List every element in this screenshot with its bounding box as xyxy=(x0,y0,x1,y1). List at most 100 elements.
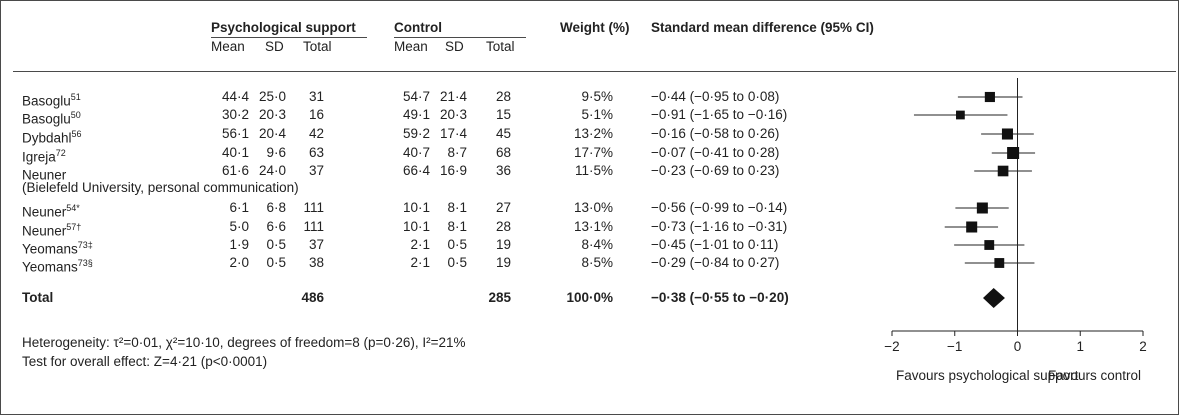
cell-m1: 5·0 xyxy=(229,219,249,234)
cell-sd2: 21·4 xyxy=(439,89,467,104)
cell-n1: 37 xyxy=(308,163,324,178)
cell-n1: 111 xyxy=(303,219,324,234)
cell-m2: 54·7 xyxy=(402,89,430,104)
subheader-total-1: Total xyxy=(303,39,332,54)
study-name: Neuner xyxy=(22,163,66,184)
cell-m1: 44·4 xyxy=(221,89,249,104)
cell-m2: 49·1 xyxy=(402,107,430,122)
cell-sd2: 8·7 xyxy=(447,145,467,160)
study-reference: 51 xyxy=(70,92,81,102)
cell-n2: 28 xyxy=(495,219,511,234)
subheader-sd-2: SD xyxy=(445,39,464,54)
cell-m2: 59·2 xyxy=(402,126,430,141)
cell-sd1: 0·5 xyxy=(266,255,286,270)
cell-n1: 37 xyxy=(308,237,324,252)
cell-m2: 10·1 xyxy=(402,200,430,215)
subheader-total-2: Total xyxy=(486,39,515,54)
cell-sd2: 8·1 xyxy=(447,200,467,215)
study-reference: 73‡ xyxy=(77,240,93,250)
cell-ci: −0·45 (−1·01 to 0·11) xyxy=(651,237,779,252)
cell-m2: 10·1 xyxy=(402,219,430,234)
cell-m1: 56·1 xyxy=(221,126,249,141)
header-smd: Standard mean difference (95% CI) xyxy=(651,20,874,35)
cell-sd1: 20·3 xyxy=(258,107,286,122)
cell-ci: −0·07 (−0·41 to 0·28) xyxy=(651,145,780,160)
point-estimate-square xyxy=(966,221,978,233)
study-name: Neuner54* xyxy=(22,200,80,221)
cell-w: 11·5% xyxy=(574,163,613,178)
cell-w: 13·2% xyxy=(573,126,613,141)
cell-n2: 27 xyxy=(495,200,511,215)
study-reference: 54* xyxy=(66,203,80,213)
cell-n1: 63 xyxy=(308,145,324,160)
subheader-sd-1: SD xyxy=(265,39,284,54)
study-label: Dybdahl xyxy=(22,130,72,146)
point-estimate-square xyxy=(1007,147,1020,159)
cell-m1: 40·1 xyxy=(221,145,249,160)
study-name: Basoglu50 xyxy=(22,107,81,128)
cell-n1: 16 xyxy=(308,107,324,122)
cell-ci: −0·29 (−0·84 to 0·27) xyxy=(651,255,780,270)
cell-sd2: 8·1 xyxy=(447,219,467,234)
x-tick-label: −2 xyxy=(884,339,899,354)
cell-sd1: 24·0 xyxy=(258,163,286,178)
x-tick-label: 1 xyxy=(1076,339,1084,354)
study-name: Basoglu51 xyxy=(22,89,81,110)
study-label: Basoglu xyxy=(22,93,71,109)
point-estimate-square xyxy=(956,110,965,120)
study-reference: 73§ xyxy=(77,258,93,268)
study-reference: 50 xyxy=(70,110,81,120)
cell-sd2: 0·5 xyxy=(447,255,467,270)
point-estimate-square xyxy=(984,240,995,250)
cell-sd1: 6·6 xyxy=(266,219,286,234)
point-estimate-square xyxy=(984,91,995,103)
cell-ci: −0·23 (−0·69 to 0·23) xyxy=(651,163,780,178)
cell-n1: 38 xyxy=(308,255,324,270)
cell-w: 17·7% xyxy=(573,145,613,160)
cell-ci: −0·73 (−1·16 to −0·31) xyxy=(651,219,788,234)
cell-sd1: 6·8 xyxy=(266,200,286,215)
cell-n2: 28 xyxy=(495,89,511,104)
pooled-diamond xyxy=(982,288,1005,308)
study-reference: 72 xyxy=(55,148,66,158)
cell-sd2: 0·5 xyxy=(447,237,467,252)
cell-sd1: 0·5 xyxy=(266,237,286,252)
cell-m2: 2·1 xyxy=(410,237,430,252)
cell-w: 5·1% xyxy=(581,107,613,122)
cell-m2: 40·7 xyxy=(402,145,430,160)
study-name: Dybdahl56 xyxy=(22,126,82,147)
study-label: Yeomans xyxy=(22,241,78,257)
cell-sd2: 20·3 xyxy=(439,107,467,122)
cell-sd1: 9·6 xyxy=(266,145,286,160)
header-control: Control xyxy=(394,20,442,35)
study-name: Neuner57† xyxy=(22,219,81,240)
study-name: Igreja72 xyxy=(22,145,66,166)
subheader-mean-2: Mean xyxy=(394,39,428,54)
header-underline-control xyxy=(394,37,526,38)
cell-w: 9·5% xyxy=(581,89,613,104)
cell-n2: 36 xyxy=(495,163,511,178)
study-label: Neuner xyxy=(22,223,67,239)
point-estimate-square xyxy=(1001,128,1013,140)
study-label: Neuner xyxy=(22,204,67,220)
point-estimate-square xyxy=(976,202,988,214)
cell-n2: 19 xyxy=(495,255,511,270)
study-label: Neuner xyxy=(22,167,67,183)
cell-m2: 66·4 xyxy=(402,163,430,178)
cell-n2: 19 xyxy=(495,237,511,252)
cell-m1: 61·6 xyxy=(221,163,249,178)
point-estimate-square xyxy=(997,165,1009,177)
total-n2: 285 xyxy=(488,290,511,305)
cell-sd2: 17·4 xyxy=(439,126,467,141)
x-tick-label: 2 xyxy=(1139,339,1147,354)
study-label: Igreja xyxy=(22,149,56,165)
point-estimate-square xyxy=(994,258,1005,268)
study-name: Yeomans73‡ xyxy=(22,237,93,258)
cell-ci: −0·44 (−0·95 to 0·08) xyxy=(651,89,780,104)
x-tick-label: 0 xyxy=(1014,339,1022,354)
cell-m1: 30·2 xyxy=(221,107,249,122)
cell-m1: 2·0 xyxy=(229,255,249,270)
left-favours-label: Favours psychological support xyxy=(896,368,1079,383)
total-ci: −0·38 (−0·55 to −0·20) xyxy=(651,290,789,305)
cell-sd2: 16·9 xyxy=(439,163,467,178)
